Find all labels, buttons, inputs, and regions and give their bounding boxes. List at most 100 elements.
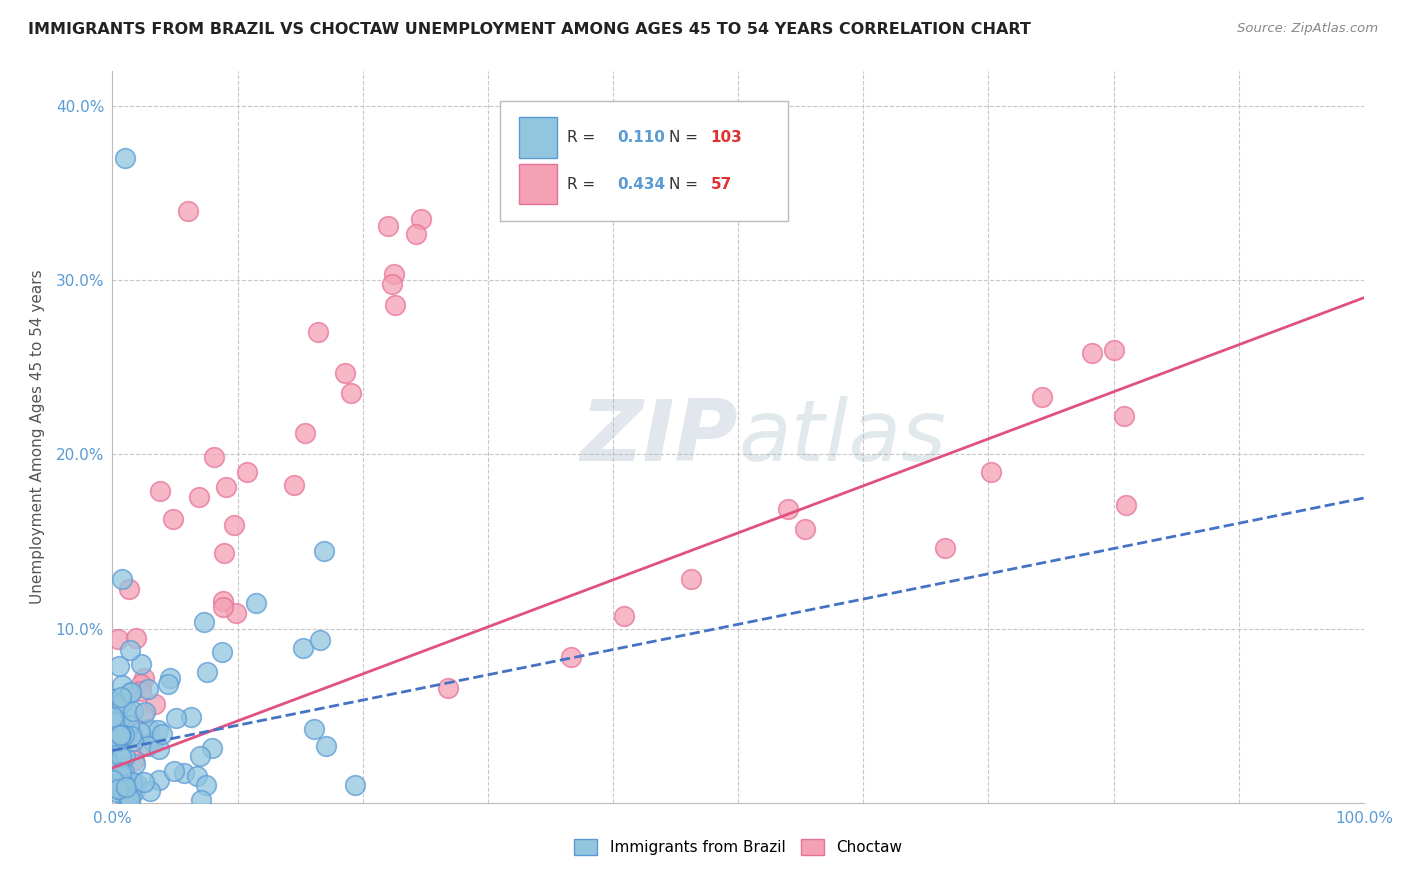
- Point: [165, 711, 187, 725]
- Point: [124, 632, 146, 646]
- Point: [176, 203, 198, 218]
- Text: 103: 103: [710, 130, 742, 145]
- Point: [112, 789, 135, 803]
- Point: [283, 478, 305, 492]
- Point: [107, 699, 129, 714]
- Point: [118, 779, 141, 793]
- Point: [121, 733, 143, 747]
- Point: [103, 692, 125, 706]
- Point: [128, 724, 150, 739]
- Point: [122, 730, 145, 744]
- Point: [134, 705, 156, 719]
- Point: [107, 782, 129, 797]
- Point: [382, 267, 405, 281]
- Point: [118, 582, 141, 597]
- Point: [340, 386, 363, 401]
- Point: [159, 671, 181, 685]
- Point: [110, 696, 132, 710]
- Point: [117, 790, 139, 805]
- Point: [111, 742, 134, 756]
- Point: [110, 772, 132, 786]
- Point: [112, 764, 135, 779]
- Point: [108, 714, 131, 728]
- Point: [292, 640, 315, 655]
- Point: [132, 706, 155, 721]
- Point: [103, 755, 125, 769]
- Point: [162, 512, 184, 526]
- Point: [173, 766, 195, 780]
- Point: [110, 572, 132, 586]
- Point: [778, 501, 800, 516]
- Point: [215, 480, 238, 494]
- Point: [138, 722, 160, 736]
- Point: [104, 698, 127, 712]
- Point: [186, 769, 208, 783]
- Point: [134, 738, 156, 752]
- Point: [111, 769, 134, 783]
- Point: [134, 671, 156, 685]
- Point: [124, 757, 146, 772]
- Point: [103, 756, 125, 771]
- Y-axis label: Unemployment Among Ages 45 to 54 years: Unemployment Among Ages 45 to 54 years: [30, 269, 45, 605]
- Point: [110, 777, 132, 791]
- Point: [104, 750, 127, 764]
- FancyBboxPatch shape: [501, 101, 789, 221]
- Point: [308, 633, 330, 648]
- Point: [195, 665, 218, 680]
- Point: [111, 784, 134, 798]
- Point: [150, 727, 173, 741]
- Point: [156, 676, 179, 690]
- Point: [104, 729, 127, 743]
- Point: [105, 776, 128, 790]
- Point: [138, 682, 160, 697]
- Point: [131, 657, 153, 671]
- Point: [560, 649, 582, 664]
- Text: 0.434: 0.434: [617, 178, 665, 193]
- Point: [112, 722, 135, 736]
- Text: 0.110: 0.110: [617, 130, 665, 145]
- Point: [107, 719, 129, 733]
- Text: Source: ZipAtlas.com: Source: ZipAtlas.com: [1237, 22, 1378, 36]
- Point: [129, 683, 152, 698]
- Point: [111, 772, 134, 786]
- Point: [120, 729, 142, 743]
- Point: [381, 277, 404, 292]
- Point: [108, 781, 131, 796]
- Point: [112, 778, 135, 792]
- Point: [105, 785, 128, 799]
- Point: [107, 632, 129, 646]
- Point: [110, 677, 132, 691]
- Text: atlas: atlas: [738, 395, 946, 479]
- Text: R =: R =: [567, 130, 600, 145]
- Point: [103, 727, 125, 741]
- Point: [139, 784, 162, 798]
- Point: [315, 739, 337, 753]
- Point: [103, 733, 125, 747]
- Point: [212, 546, 235, 560]
- Point: [190, 793, 212, 807]
- Point: [934, 541, 956, 555]
- Point: [201, 740, 224, 755]
- Point: [225, 606, 247, 620]
- Point: [222, 518, 245, 533]
- Point: [143, 697, 166, 711]
- Point: [1115, 498, 1137, 512]
- Point: [120, 791, 142, 805]
- Point: [136, 739, 159, 753]
- Point: [294, 426, 316, 441]
- Point: [105, 771, 128, 785]
- Point: [110, 728, 132, 742]
- Point: [103, 715, 125, 730]
- Point: [302, 723, 325, 737]
- Point: [124, 785, 146, 799]
- Point: [180, 710, 202, 724]
- Text: ZIP: ZIP: [581, 395, 738, 479]
- Point: [117, 718, 139, 732]
- Point: [163, 764, 186, 779]
- Point: [343, 778, 366, 792]
- Point: [1112, 409, 1135, 424]
- Point: [111, 783, 134, 797]
- Point: [405, 227, 427, 242]
- Point: [437, 681, 460, 695]
- Point: [212, 600, 235, 615]
